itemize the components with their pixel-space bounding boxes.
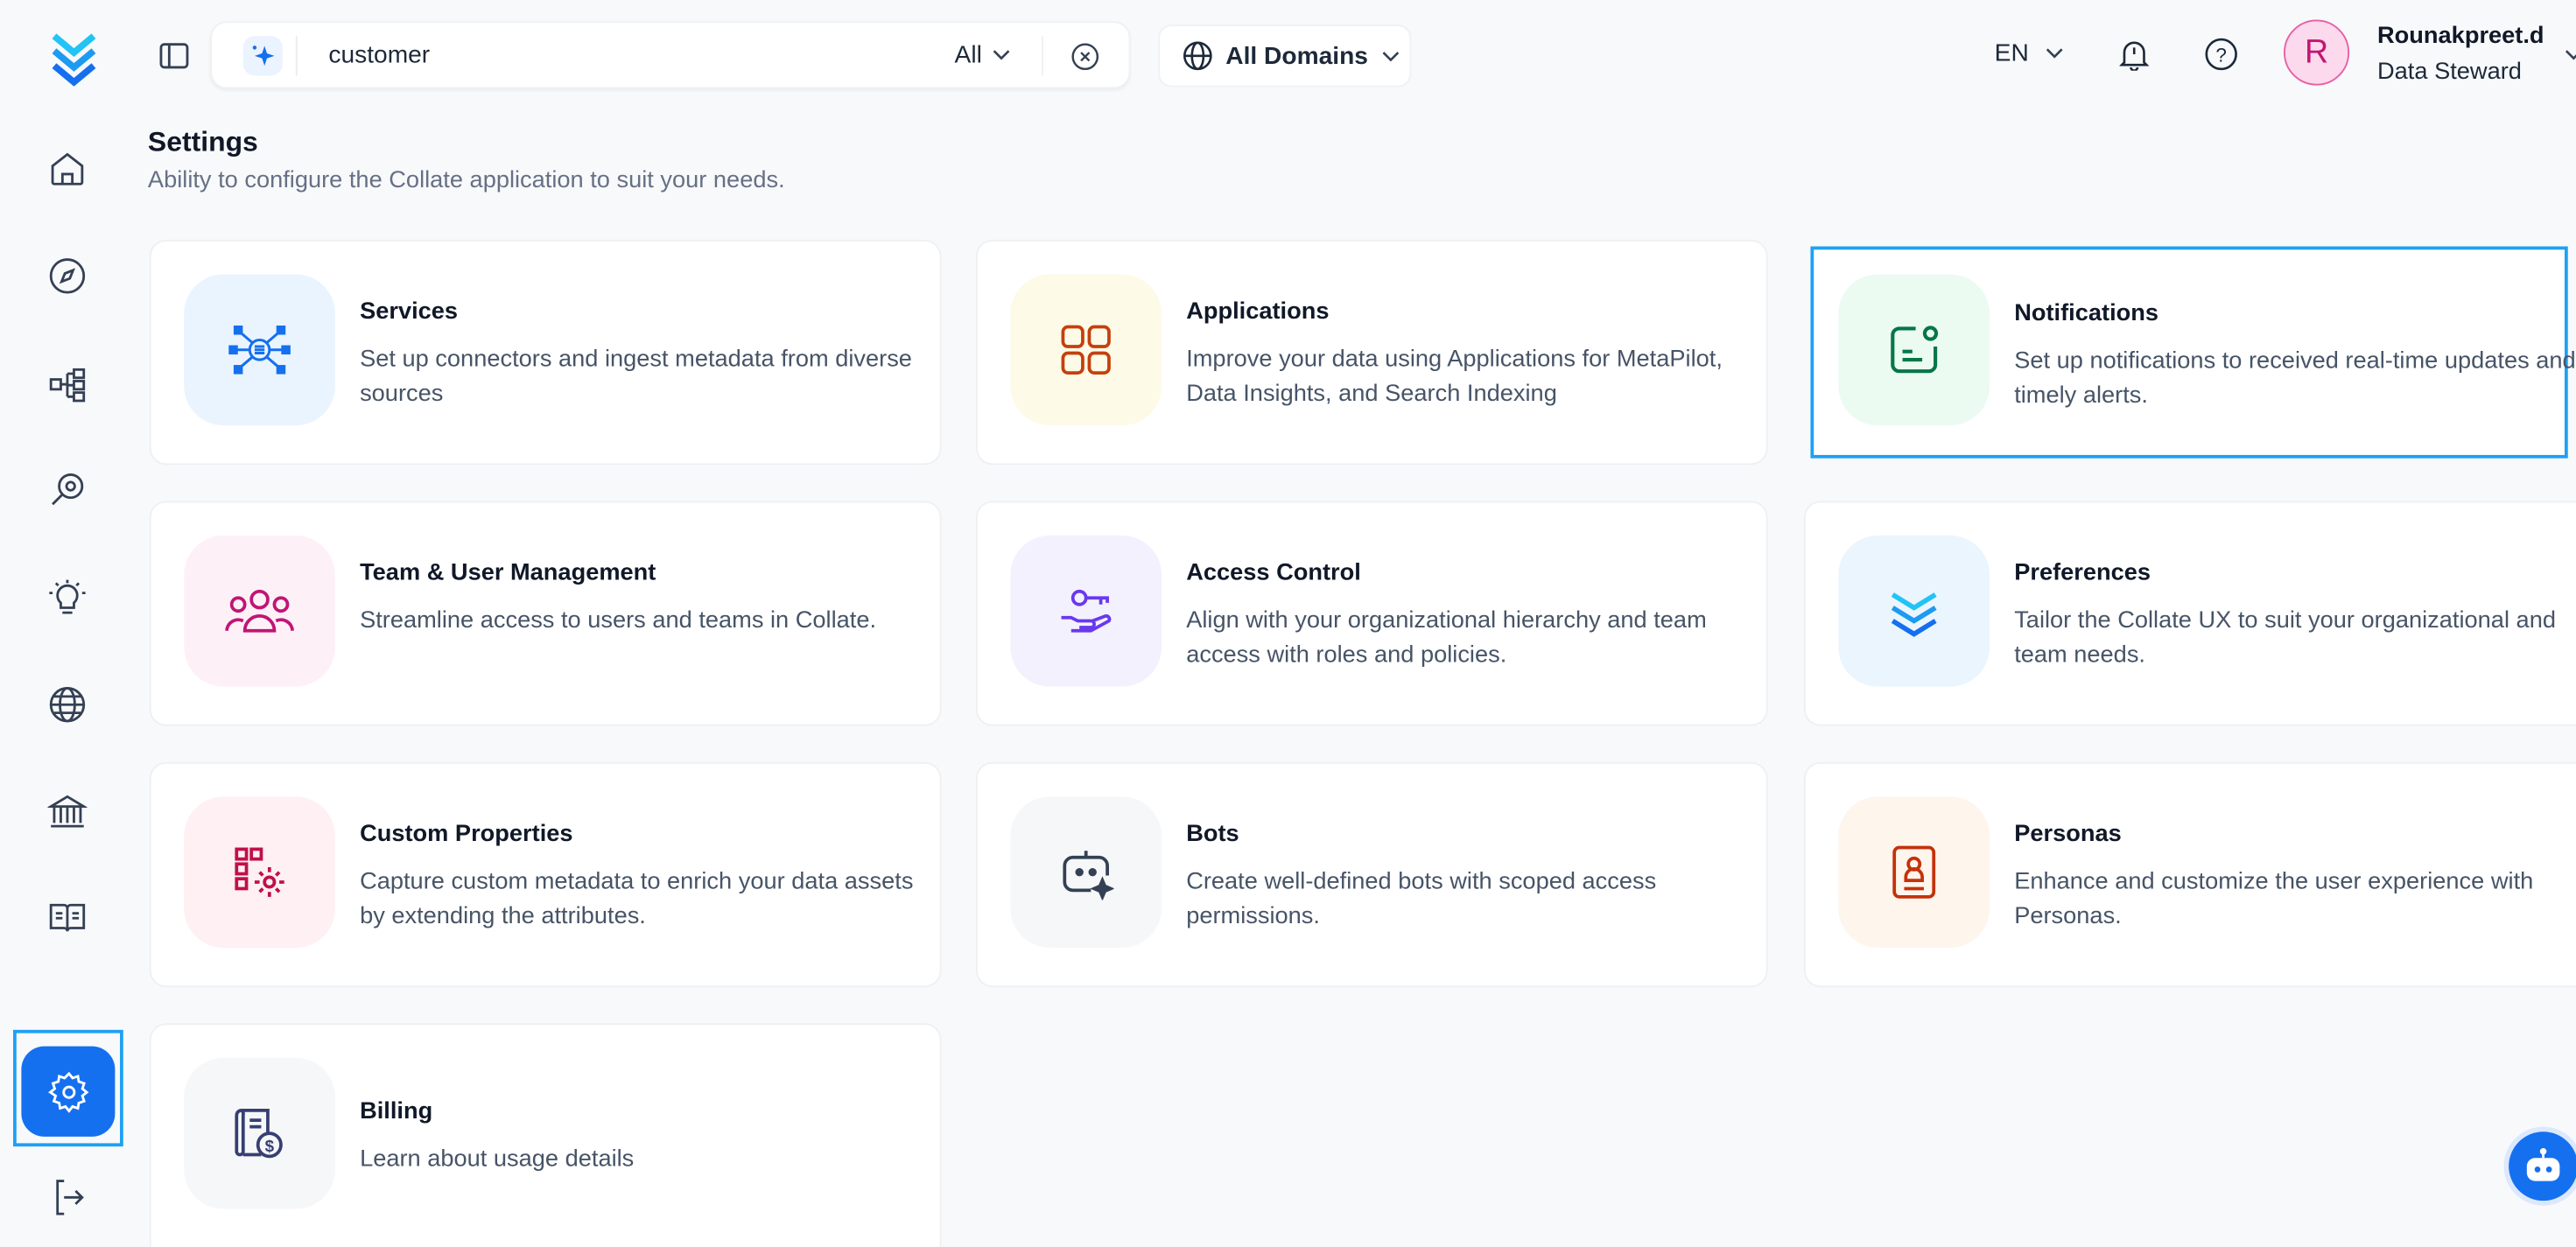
lineage-icon: [49, 368, 86, 403]
svg-text:$: $: [265, 1137, 275, 1155]
search-scope-dropdown[interactable]: All: [955, 41, 1010, 69]
settings-card-billing[interactable]: $ Billing Learn about usage details: [149, 1023, 942, 1247]
card-description: Set up notifications to received real-ti…: [2014, 347, 2576, 410]
settings-card-bots[interactable]: Bots Create well-defined bots with scope…: [975, 761, 1768, 988]
language-label: EN: [1994, 39, 2029, 67]
lightbulb-icon: [49, 579, 86, 614]
card-description: Improve your data using Applications for…: [1186, 347, 1723, 408]
sidebar-item-settings[interactable]: [21, 1046, 116, 1137]
sidebar-item-governance[interactable]: [43, 787, 92, 836]
search-scope-label: All: [954, 40, 982, 69]
card-title: Access Control: [1186, 560, 1361, 587]
sidebar-item-domains[interactable]: [43, 680, 92, 729]
bank-icon: [47, 795, 88, 828]
avatar[interactable]: R: [2284, 19, 2350, 86]
divider: [1042, 36, 1043, 76]
custom-properties-icon: [184, 796, 335, 949]
ai-sparkle-icon[interactable]: [242, 36, 283, 76]
card-description: Set up connectors and ingest metadata fr…: [360, 347, 912, 408]
user-role: Data Steward: [2377, 59, 2522, 86]
card-description: Create well-defined bots with scoped acc…: [1186, 868, 1657, 930]
card-title: Team & User Management: [360, 560, 656, 587]
card-title: Bots: [1186, 821, 1239, 848]
notifications-icon: [1838, 274, 1990, 426]
gear-icon: [47, 1070, 88, 1112]
book-icon: [49, 903, 86, 932]
card-description: Align with your organizational hierarchy…: [1186, 607, 1707, 669]
card-description: Streamline access to users and teams in …: [360, 607, 877, 634]
bell-icon[interactable]: [2116, 36, 2152, 72]
billing-icon: $: [184, 1057, 335, 1209]
settings-card-custom-properties[interactable]: Custom Properties Capture custom metadat…: [149, 761, 942, 988]
settings-card-team-user-management[interactable]: Team & User Management Streamline access…: [149, 501, 942, 726]
svg-text:?: ?: [2215, 44, 2227, 66]
persona-icon: [1838, 796, 1990, 949]
sidebar-item-glossary[interactable]: [43, 893, 92, 942]
domain-label: All Domains: [1225, 41, 1368, 70]
team-icon: [184, 535, 335, 687]
card-title: Billing: [360, 1098, 433, 1125]
sidebar-item-home[interactable]: [43, 144, 92, 193]
bot-icon: [1010, 796, 1162, 949]
help-icon[interactable]: ?: [2203, 36, 2239, 72]
sidebar-item-explore[interactable]: [43, 251, 92, 300]
chevron-down-icon: [1381, 51, 1399, 61]
preferences-icon: [1838, 535, 1990, 687]
applications-icon: [1010, 274, 1162, 426]
card-title: Services: [360, 298, 459, 326]
chatbot-button[interactable]: [2503, 1126, 2576, 1206]
card-title: Applications: [1186, 298, 1330, 326]
card-description: Tailor the Collate UX to suit your organ…: [2014, 607, 2556, 669]
chevron-down-icon: [2046, 48, 2063, 59]
page-subtitle: Ability to configure the Collate applica…: [147, 167, 785, 194]
active-highlight: [13, 1029, 123, 1147]
clear-search-icon[interactable]: [1068, 39, 1101, 73]
compass-icon: [49, 258, 86, 294]
sidebar-item-lineage[interactable]: [43, 360, 92, 409]
page-title: Settings: [147, 126, 258, 158]
settings-card-applications[interactable]: Applications Improve your data using App…: [975, 240, 1768, 466]
card-description: Learn about usage details: [360, 1146, 635, 1173]
settings-card-notifications[interactable]: Notifications Set up notifications to re…: [1810, 246, 2576, 459]
card-description: Capture custom metadata to enrich your d…: [360, 868, 914, 930]
logout-icon: [56, 1180, 84, 1215]
divider: [295, 36, 298, 76]
observability-icon: [52, 473, 84, 506]
chevron-down-icon[interactable]: [2565, 49, 2576, 60]
globe-icon: [1183, 41, 1212, 71]
card-title: Notifications: [2014, 300, 2159, 327]
logout-button[interactable]: [43, 1173, 92, 1222]
sidebar-item-insights[interactable]: [43, 573, 92, 622]
search-bar[interactable]: customer All: [210, 21, 1131, 89]
settings-card-access-control[interactable]: Access Control Align with your organizat…: [975, 501, 1768, 726]
card-description: Enhance and customize the user experienc…: [2014, 868, 2534, 930]
language-dropdown[interactable]: EN: [1995, 39, 2064, 67]
card-title: Personas: [2014, 821, 2122, 848]
services-icon: [184, 274, 335, 426]
home-icon: [51, 152, 84, 186]
collate-logo[interactable]: [39, 23, 109, 88]
settings-card-services[interactable]: Services Set up connectors and ingest me…: [149, 240, 942, 466]
domain-dropdown[interactable]: All Domains: [1158, 25, 1412, 88]
settings-card-personas[interactable]: Personas Enhance and customize the user …: [1803, 761, 2576, 988]
card-title: Preferences: [2014, 560, 2151, 587]
settings-card-preferences[interactable]: Preferences Tailor the Collate UX to sui…: [1803, 501, 2576, 726]
search-input[interactable]: customer: [328, 40, 431, 69]
globe-icon: [49, 687, 86, 723]
sidebar-toggle-icon[interactable]: [156, 38, 192, 74]
chevron-down-icon: [993, 50, 1009, 60]
robot-icon: [2526, 1148, 2560, 1181]
sidebar-item-observability[interactable]: [43, 465, 92, 514]
access-control-icon: [1010, 535, 1162, 687]
card-title: Custom Properties: [360, 821, 573, 848]
user-name[interactable]: Rounakpreet.d: [2377, 23, 2544, 50]
